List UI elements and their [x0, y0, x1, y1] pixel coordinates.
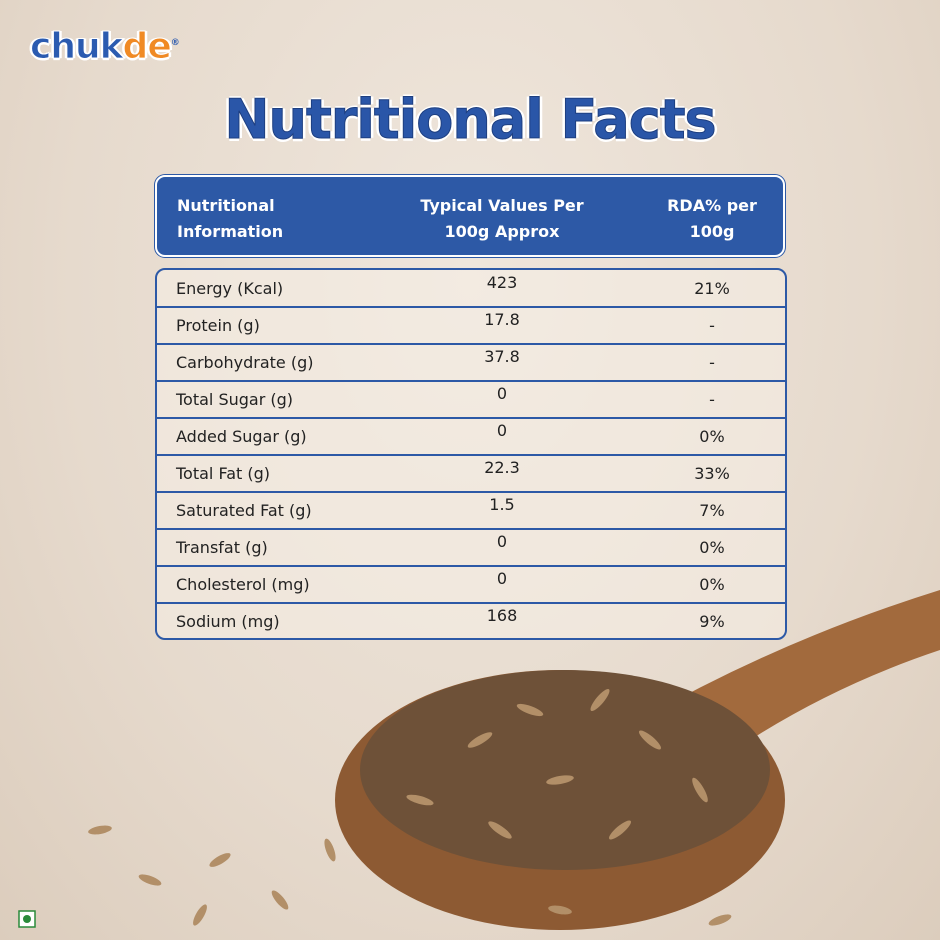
table-row: Added Sugar (g) 0 0%	[157, 418, 785, 456]
table-cell: Added Sugar (g)	[176, 427, 307, 446]
seed-pile	[360, 670, 770, 870]
table-cell: 33%	[694, 464, 730, 483]
table-body: Energy (Kcal) 423 21% Protein (g) 17.8- Carbo…	[155, 268, 787, 640]
table-cell: 1.5	[489, 495, 515, 514]
table-cell: Sodium (mg)	[176, 612, 280, 631]
table-row: Total Sugar (g) 0 -	[157, 381, 785, 419]
table-cell: 22.3	[484, 458, 520, 477]
header-cell: RDA% per 100g	[667, 196, 757, 241]
table-cell: Protein (g)	[176, 316, 260, 335]
table-cell: Cholesterol (mg)	[176, 575, 310, 594]
logo: chukde®	[30, 26, 180, 68]
table-cell: 0%	[699, 427, 725, 446]
table-row: Saturated Fat (g) 1.5 7%	[157, 492, 785, 530]
table-cell: 0	[496, 384, 508, 403]
table-header: Nutritional Information Typical Values P…	[155, 175, 785, 257]
table-cell: -	[709, 353, 715, 372]
veg-dot	[23, 915, 31, 923]
logo-part: chuk	[30, 26, 125, 68]
table-cell: Saturated Fat (g)	[176, 501, 312, 520]
table-cell: 37.8	[484, 347, 520, 366]
table-row: Carbohydrate (g) 37.8 -	[157, 344, 785, 382]
table-cell: -	[709, 390, 715, 409]
table-cell: 168	[486, 606, 518, 625]
table-cell: 7%	[699, 501, 725, 520]
table-row: Transfat (g) 0 0%	[157, 529, 785, 567]
table-row: Cholesterol (mg) 0 0%	[157, 566, 785, 604]
table-cell: Energy (Kcal)	[176, 279, 284, 298]
header-cell: Nutritional Information	[177, 196, 284, 241]
table-cell: 9%	[699, 612, 725, 631]
table-row: Protein (g) 17.8 -	[157, 307, 785, 345]
table-cell: 0	[496, 421, 508, 440]
table-cell: 17.8	[484, 310, 520, 329]
table-cell: Total Sugar (g)	[176, 390, 294, 409]
registered-mark: ®	[170, 38, 180, 48]
logo-part: de	[122, 26, 172, 68]
table-cell: 0	[496, 532, 508, 551]
table-cell: Transfat (g)	[176, 538, 268, 557]
table-cell: 0%	[699, 575, 725, 594]
table-row: Total Fat (g) 22.3 33%	[157, 455, 785, 493]
table-cell: 21%	[694, 279, 730, 298]
title: Nutritional Facts	[224, 88, 717, 152]
table-cell: 0%	[699, 538, 725, 557]
header-cell: Typical Values Per 100g Approx	[420, 196, 584, 241]
table-cell: Carbohydrate (g)	[176, 353, 314, 372]
table-cell: Total Fat (g)	[176, 464, 270, 483]
table-row: Energy (Kcal) 423 21%	[157, 270, 785, 308]
table-cell: -	[709, 316, 715, 335]
table-cell: 0	[496, 569, 508, 588]
seeds	[88, 688, 732, 926]
table-cell: 423	[486, 273, 518, 292]
table-row: Sodium (mg) 168 9%	[157, 603, 785, 638]
